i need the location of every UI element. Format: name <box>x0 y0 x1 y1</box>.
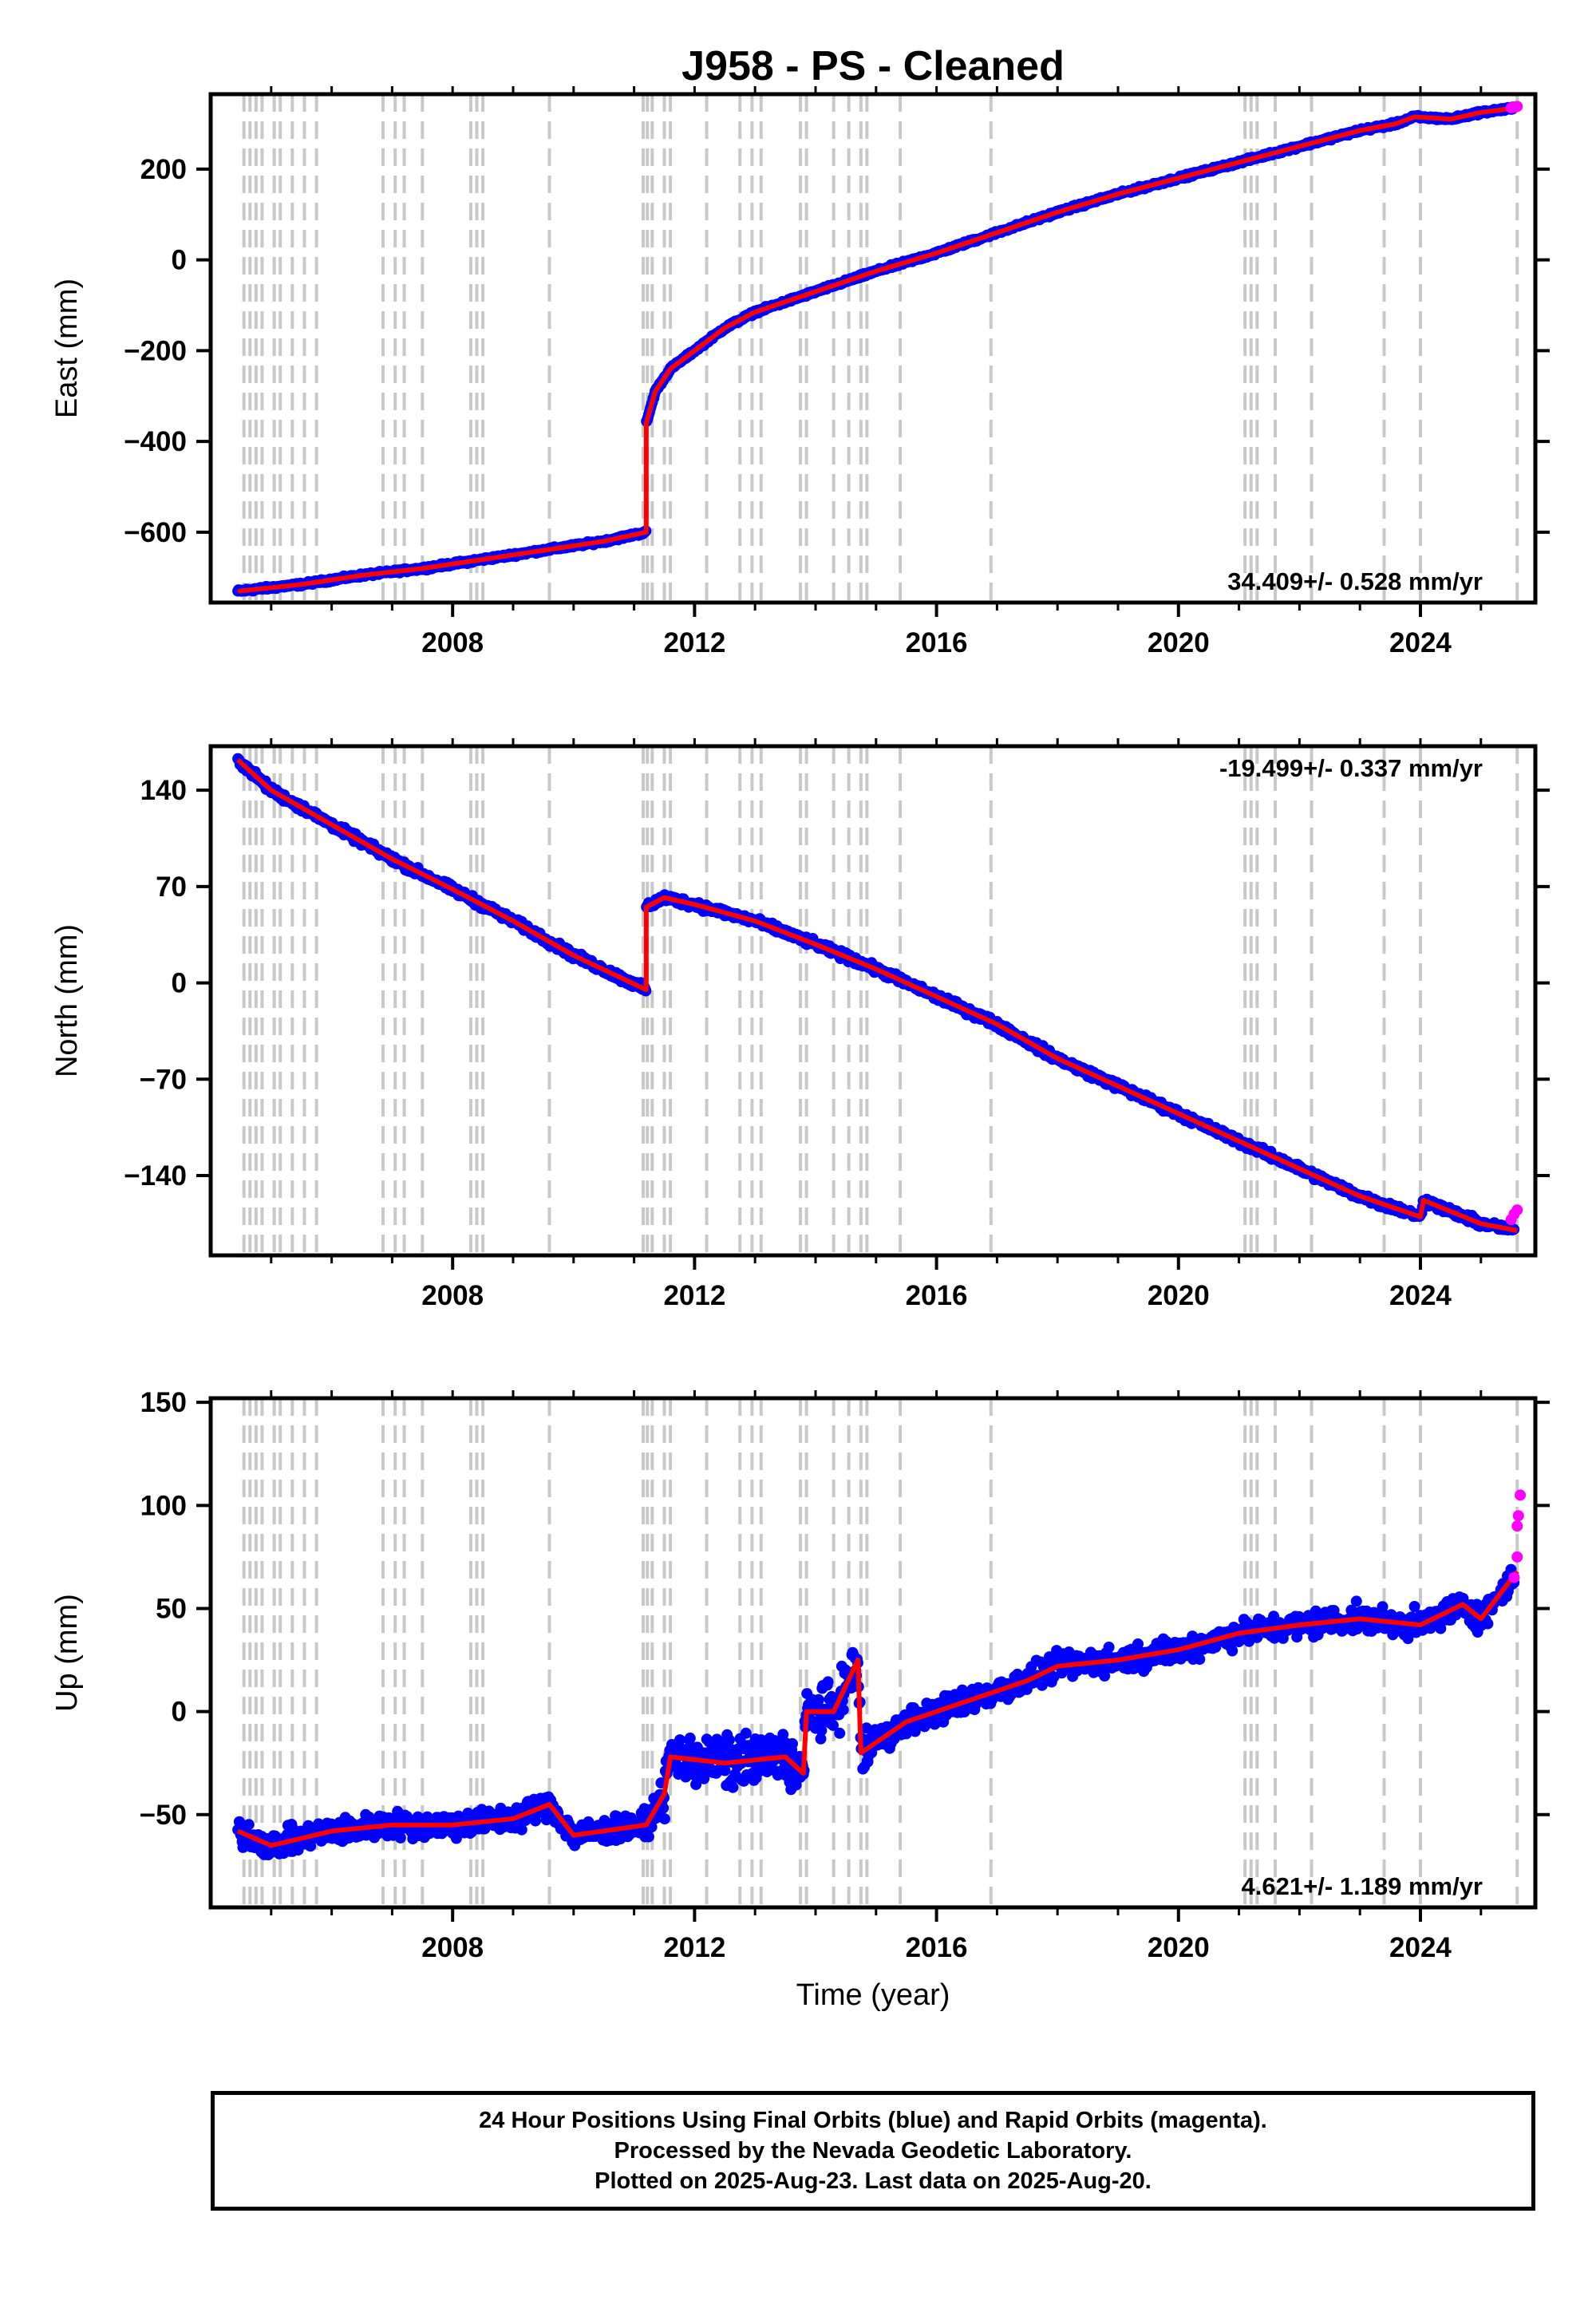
data-point <box>658 1813 670 1825</box>
x-tick-label: 2012 <box>663 627 725 658</box>
rapid-orbit-point <box>1511 101 1523 113</box>
data-point <box>727 1781 739 1793</box>
chart-title: J958 - PS - Cleaned <box>681 43 1065 89</box>
y-tick-label: −70 <box>140 1064 187 1095</box>
y-tick-label: 70 <box>156 871 187 903</box>
x-tick-label: 2016 <box>906 627 968 658</box>
data-point <box>834 1727 846 1739</box>
x-tick-label: 2012 <box>663 1280 725 1311</box>
data-point <box>723 1734 735 1746</box>
x-tick-label: 2020 <box>1148 627 1210 658</box>
x-tick-label: 2024 <box>1389 627 1452 658</box>
y-tick-label: −400 <box>124 426 187 457</box>
data-point <box>812 1694 824 1705</box>
y-axis-label: North (mm) <box>50 924 84 1077</box>
model-fit-line <box>236 757 1518 1233</box>
y-tick-label: 140 <box>140 775 187 806</box>
panel-north: 2008 2012 2016 2020 2024 −140 −70 0 70 140 North (… <box>50 738 1550 1311</box>
rapid-orbit-point <box>1511 1204 1523 1216</box>
model-fit-line <box>237 105 1518 594</box>
y-tick-label: −600 <box>124 517 187 548</box>
velocity-annotation: 34.409+/- 0.528 mm/yr <box>1227 567 1483 595</box>
y-tick-label: −200 <box>124 335 187 366</box>
data-point <box>787 1737 798 1749</box>
y-tick-label: 0 <box>172 245 187 276</box>
final-orbit-points <box>232 753 1520 1236</box>
final-orbit-points <box>232 101 1520 597</box>
data-point <box>684 1732 696 1744</box>
data-point <box>837 1704 849 1716</box>
data-point <box>674 1734 685 1746</box>
x-tick-label: 2020 <box>1148 1280 1210 1311</box>
plot-frame <box>208 92 1538 605</box>
data-point <box>822 1676 834 1688</box>
data-point <box>740 1727 752 1739</box>
data-point <box>642 1831 654 1843</box>
y-tick-label: 200 <box>140 154 187 185</box>
velocity-annotation: -19.499+/- 0.337 mm/yr <box>1219 754 1483 782</box>
data-point <box>394 1832 406 1844</box>
final-orbit-points <box>232 1563 1520 1861</box>
y-tick-label: −140 <box>124 1160 187 1192</box>
x-tick-label: 2016 <box>906 1280 968 1311</box>
x-tick-label: 2024 <box>1389 1280 1452 1311</box>
data-point <box>243 1819 255 1831</box>
y-axis-label: East (mm) <box>50 279 84 418</box>
x-tick-label: 2008 <box>421 627 484 658</box>
y-tick-label: 0 <box>172 968 187 999</box>
panel-east: 2008 2012 2016 2020 2024 −600 −400 −200 0 200 East… <box>50 86 1550 658</box>
x-tick-label: 2008 <box>421 1280 484 1311</box>
